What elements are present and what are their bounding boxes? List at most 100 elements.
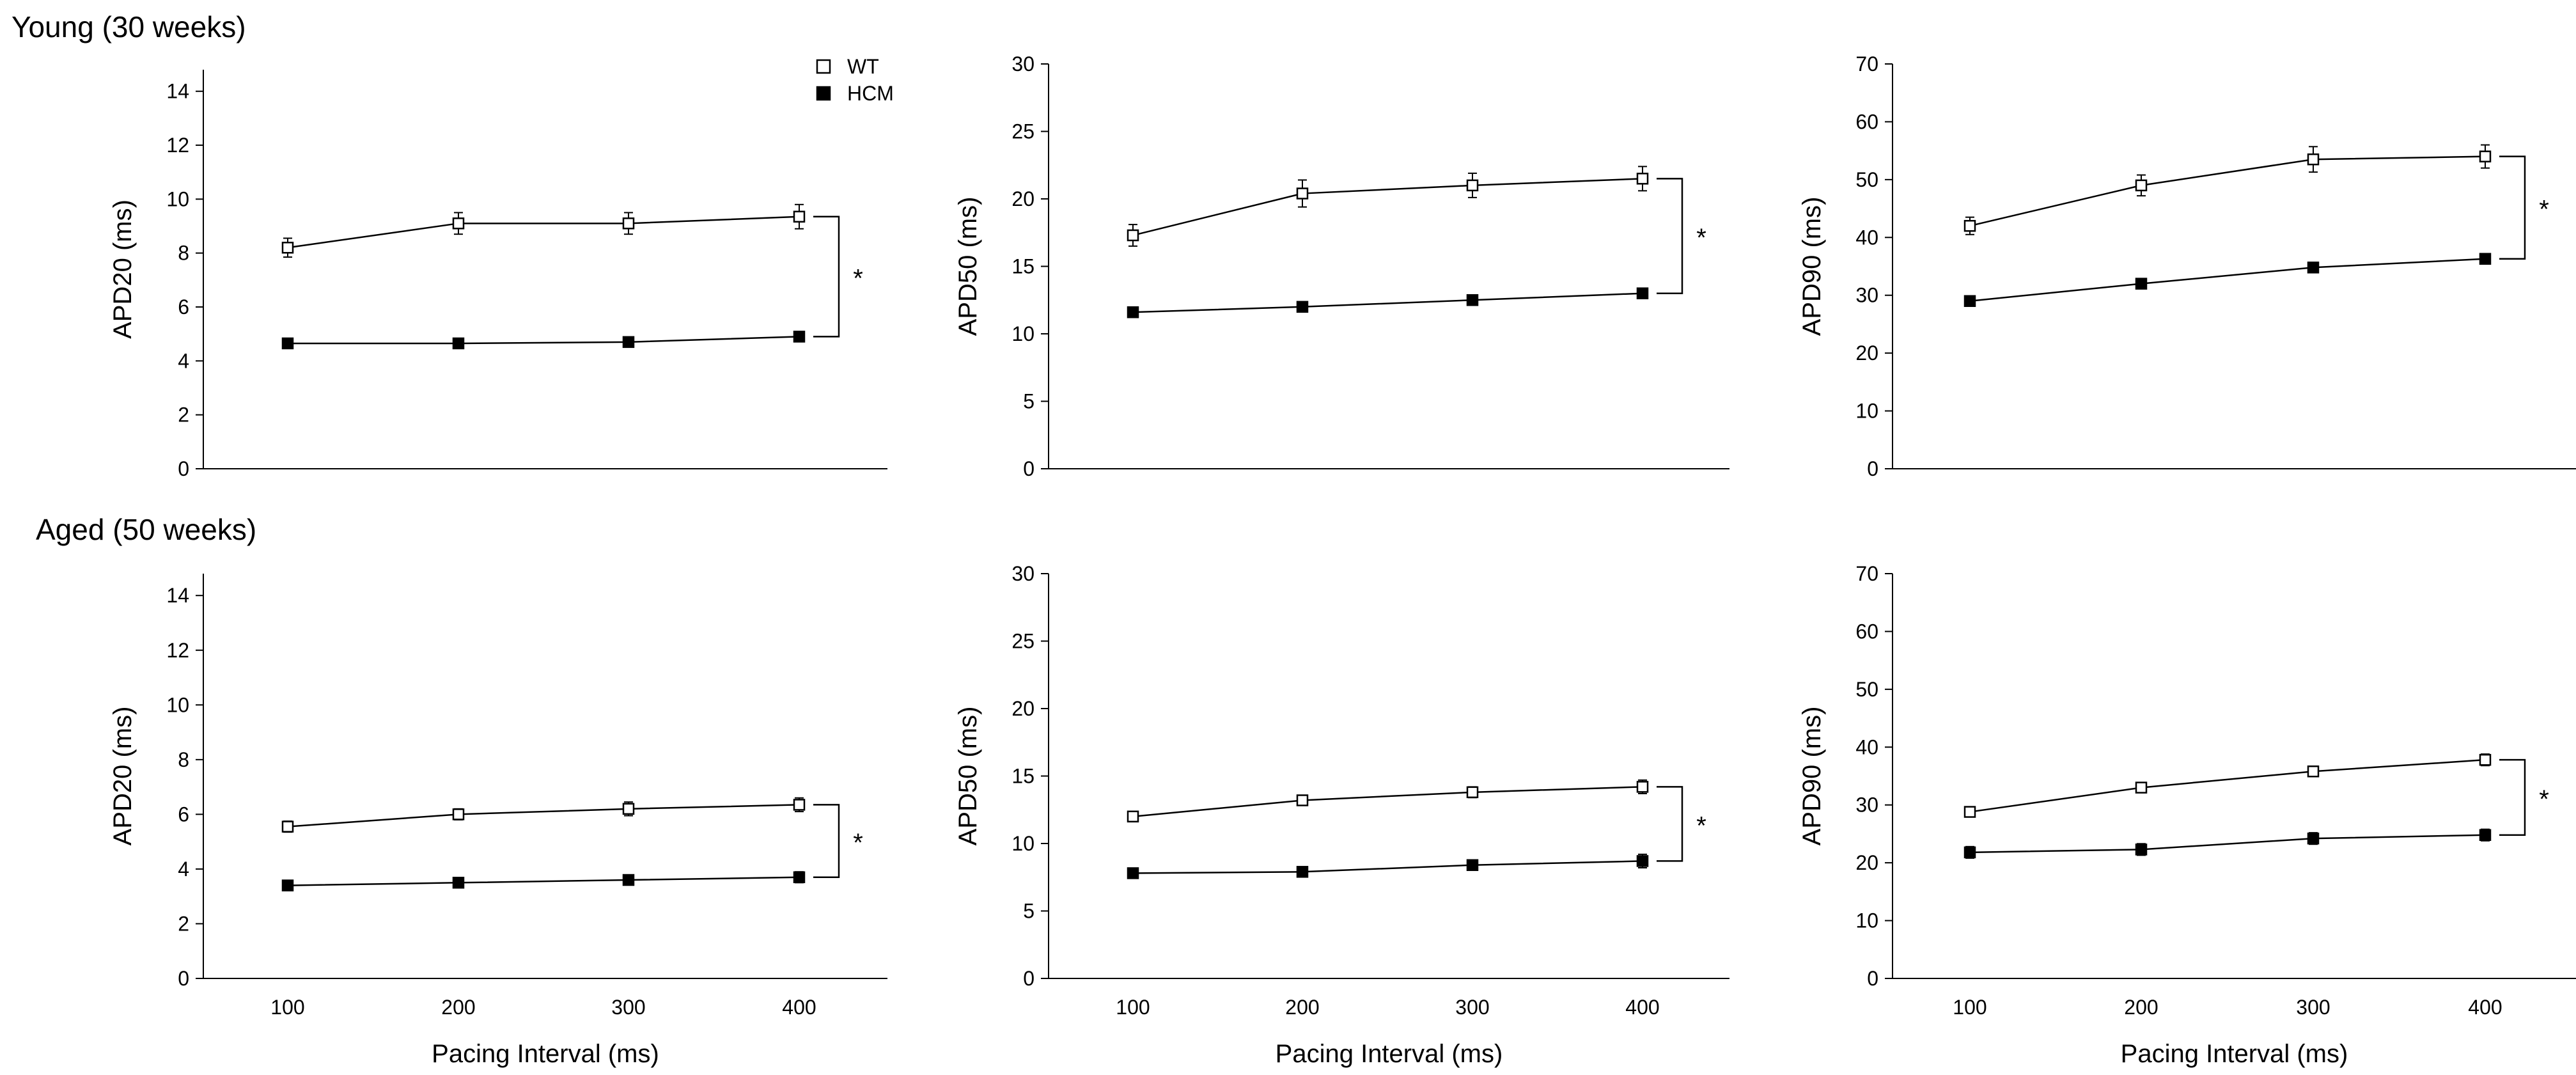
y-axis-label: APD90 (ms)	[1798, 197, 1826, 336]
data-point-hcm	[452, 337, 465, 350]
data-point-hcm	[1963, 295, 1976, 308]
data-point-wt	[2135, 781, 2148, 794]
y-tick-label: 8	[178, 242, 189, 265]
data-point-wt	[1963, 806, 1976, 818]
series-line-wt	[287, 804, 800, 828]
x-tick-label: 200	[2124, 996, 2158, 1019]
y-tick-label: 5	[1023, 390, 1034, 413]
y-tick-label: 10	[1011, 322, 1034, 345]
data-point-wt	[1636, 781, 1649, 793]
x-tick-label: 100	[270, 996, 304, 1019]
y-tick-label: 10	[166, 187, 189, 210]
chart-young-apd20: 0 2 4 6 8 10 12 14 APD20 (ms) *	[109, 70, 887, 480]
y-tick-label: 50	[1855, 678, 1878, 701]
y-tick-label: 10	[166, 693, 189, 716]
y-axis-label: APD50 (ms)	[954, 707, 982, 846]
data-point-wt	[281, 820, 294, 833]
x-axis-label: Pacing Interval (ms)	[2121, 1040, 2348, 1068]
y-tick-label: 30	[1011, 562, 1034, 585]
data-point-wt	[452, 217, 465, 230]
data-point-wt	[1466, 179, 1479, 192]
data-point-wt	[2307, 765, 2320, 778]
data-point-hcm	[622, 874, 635, 886]
data-point-hcm	[281, 337, 294, 350]
y-tick-label: 2	[178, 404, 189, 427]
series-line-hcm	[288, 336, 800, 345]
y-tick-label: 14	[166, 80, 189, 103]
y-tick-label: 60	[1855, 110, 1878, 133]
series-line-wt	[1132, 178, 1643, 237]
data-point-wt	[622, 803, 635, 815]
x-axis-label: Pacing Interval (ms)	[432, 1040, 659, 1068]
series-line-hcm	[1132, 292, 1643, 313]
data-point-wt	[2479, 753, 2492, 766]
y-tick-label: 6	[178, 295, 189, 318]
x-tick-label: 400	[1625, 996, 1659, 1019]
y-axis-label: APD20 (ms)	[109, 707, 137, 846]
data-point-wt	[452, 808, 465, 820]
data-point-wt	[1296, 794, 1309, 806]
data-point-wt	[1127, 810, 1139, 823]
y-tick-label: 20	[1011, 697, 1034, 720]
data-point-wt	[1127, 229, 1139, 242]
y-tick-label: 0	[1867, 967, 1878, 990]
data-point-wt	[1466, 786, 1479, 799]
data-point-wt	[1963, 219, 1976, 232]
data-point-hcm	[1636, 287, 1649, 299]
data-point-wt	[793, 210, 806, 223]
y-tick-label: 4	[178, 858, 189, 881]
x-tick-label: 300	[611, 996, 645, 1019]
data-point-hcm	[2135, 844, 2148, 856]
x-tick-label: 400	[2468, 996, 2502, 1019]
significance-bracket	[813, 804, 840, 878]
y-tick-label: 10	[1855, 400, 1878, 423]
data-point-wt	[793, 799, 806, 811]
series-line-wt	[287, 216, 800, 249]
significance-star: *	[853, 265, 863, 293]
y-tick-label: 30	[1855, 284, 1878, 307]
chart-young-apd90: 0 10 20 30 40 50 60 70 APD90 (ms) *	[1798, 52, 2576, 480]
y-tick-label: 40	[1855, 226, 1878, 249]
y-tick-label: 70	[1855, 52, 1878, 75]
legend-wt-marker	[816, 59, 831, 74]
data-point-hcm	[1296, 301, 1309, 313]
significance-bracket	[2499, 155, 2526, 260]
y-tick-label: 60	[1855, 620, 1878, 643]
chart-aged-apd50: 0 5 10 15 20 25 30 100 200 300 400 APD50 (ms) Pacing…	[954, 562, 1729, 1068]
data-point-hcm	[2135, 278, 2148, 290]
significance-star: *	[2539, 785, 2549, 813]
y-tick-label: 15	[1011, 255, 1034, 278]
chart-aged-apd90: 0 10 20 30 40 50 60 70 100 200 300 400 APD90 (ms) Pac…	[1798, 562, 2576, 1068]
data-point-hcm	[793, 871, 806, 883]
series-line-hcm	[1969, 834, 2486, 854]
x-tick-label: 300	[1455, 996, 1489, 1019]
y-tick-label: 2	[178, 912, 189, 935]
y-tick-label: 10	[1011, 832, 1034, 855]
data-point-hcm	[2479, 253, 2492, 265]
data-point-hcm	[281, 879, 294, 891]
x-tick-label: 200	[1285, 996, 1319, 1019]
legend-hcm-marker	[816, 86, 831, 101]
series-line-hcm	[287, 876, 800, 886]
y-tick-label: 20	[1855, 341, 1878, 365]
data-point-wt	[2479, 150, 2492, 162]
x-axis-label: Pacing Interval (ms)	[1276, 1040, 1503, 1068]
y-tick-label: 30	[1855, 794, 1878, 817]
significance-bracket	[1657, 178, 1683, 294]
data-point-hcm	[1296, 866, 1309, 878]
y-tick-label: 0	[1867, 457, 1878, 480]
data-point-wt	[622, 217, 635, 230]
x-tick-label: 400	[782, 996, 816, 1019]
data-point-wt	[1636, 173, 1649, 185]
y-tick-label: 12	[166, 639, 189, 662]
y-axis-label: APD90 (ms)	[1798, 707, 1826, 846]
data-point-hcm	[1127, 867, 1139, 879]
x-tick-label: 100	[1116, 996, 1150, 1019]
y-tick-label: 30	[1011, 52, 1034, 75]
chart-young-apd50: 0 5 10 15 20 25 30 APD50 (ms) *	[954, 52, 1729, 480]
y-tick-label: 20	[1011, 187, 1034, 210]
y-tick-label: 12	[166, 134, 189, 157]
data-point-hcm	[2307, 832, 2320, 845]
